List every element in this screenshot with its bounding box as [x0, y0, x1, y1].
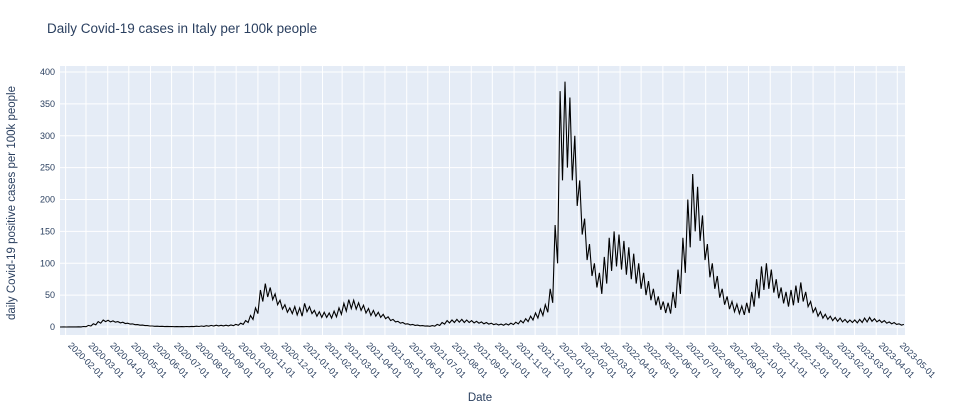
y-tick-label: 400: [40, 67, 55, 77]
y-tick-label: 0: [50, 322, 55, 332]
x-axis-title: Date: [468, 392, 492, 404]
y-tick-label: 350: [40, 99, 55, 109]
chart-title: Daily Covid-19 cases in Italy per 100k p…: [47, 21, 317, 36]
y-axis-tick-labels: 0 50 100 150 200 250 300 350 400: [40, 67, 55, 332]
plot-background[interactable]: [60, 66, 905, 335]
y-axis-title: daily Covid-19 positive cases per 100k p…: [6, 86, 18, 320]
cases-line-series: [60, 81, 905, 328]
y-tick-label: 50: [45, 290, 55, 300]
y-tick-label: 250: [40, 163, 55, 173]
y-tick-label: 200: [40, 195, 55, 205]
y-tick-label: 300: [40, 131, 55, 141]
x-axis-tick-labels: 2020-02-012020-03-012020-04-012020-05-01…: [66, 340, 937, 380]
plot-area[interactable]: [60, 66, 905, 335]
y-tick-label: 100: [40, 258, 55, 268]
y-tick-label: 150: [40, 226, 55, 236]
